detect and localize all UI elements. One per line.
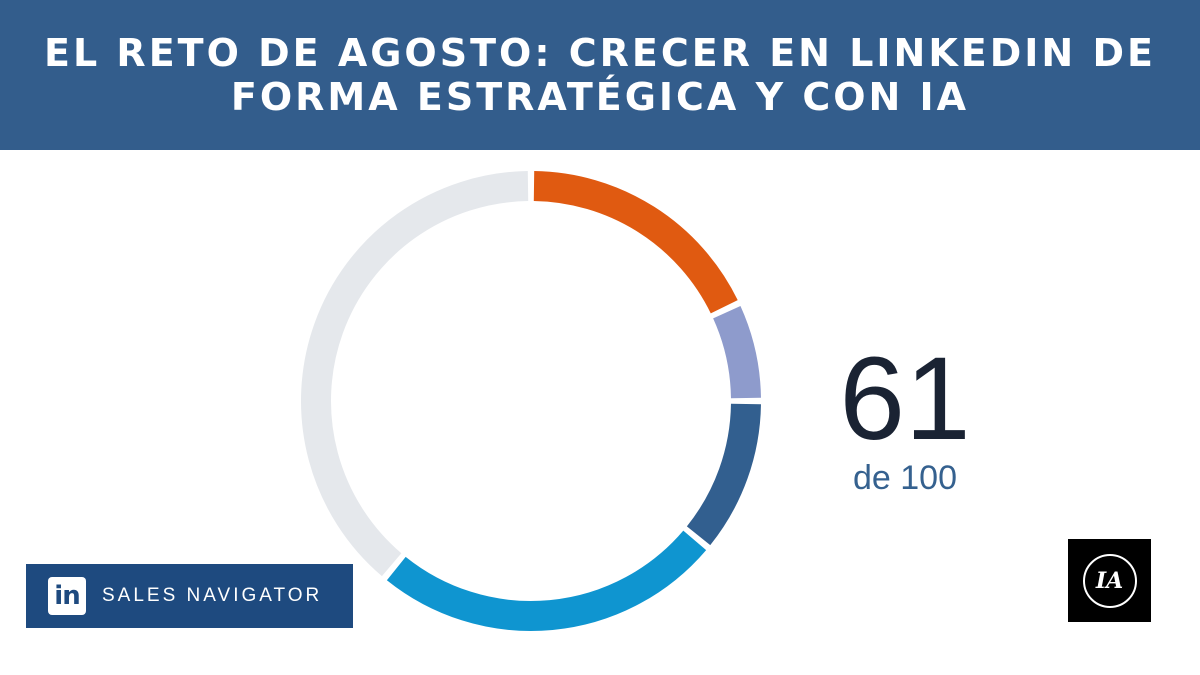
donut-segment-2 [713, 305, 761, 399]
sales-navigator-badge: in SALES NAVIGATOR [26, 564, 353, 628]
donut-segment-5 [301, 171, 529, 577]
score-block: 61 de 100 [830, 340, 980, 498]
linkedin-icon: in [48, 577, 86, 615]
donut-segment-4 [386, 530, 707, 631]
score-value: 61 [839, 333, 971, 465]
score-subtitle: de 100 [853, 459, 957, 497]
header-banner: EL RETO DE AGOSTO: CRECER EN LINKEDIN DE… [0, 0, 1200, 150]
donut-segment-1 [533, 171, 738, 314]
sales-navigator-label: SALES NAVIGATOR [102, 585, 323, 606]
ia-logo-text: IA [1095, 567, 1124, 594]
page-title: EL RETO DE AGOSTO: CRECER EN LINKEDIN DE… [44, 31, 1156, 119]
donut-segment-3 [686, 403, 761, 546]
ia-logo: IA [1068, 539, 1151, 622]
ia-logo-circle: IA [1082, 553, 1137, 608]
